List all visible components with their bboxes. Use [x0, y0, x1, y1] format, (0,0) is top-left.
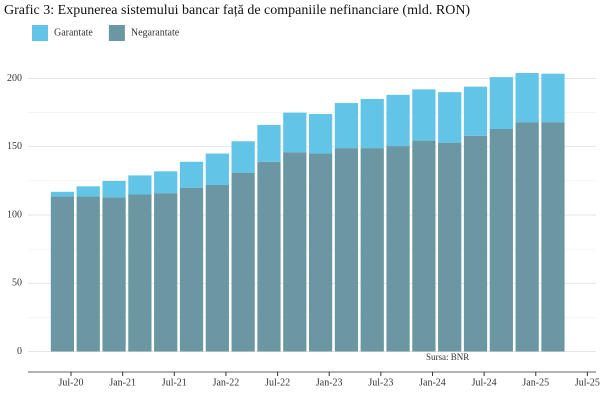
x-tick-label: Jan-23: [316, 377, 343, 388]
bar-segment: [515, 122, 539, 352]
bar-segment: [541, 73, 565, 123]
bar-segment: [308, 153, 333, 352]
bar-segment: [438, 92, 462, 143]
legend: Garantate Negarantate: [32, 25, 180, 41]
y-tick-label: 150: [7, 141, 22, 152]
bar-segment: [308, 113, 333, 154]
bar-segment: [489, 128, 513, 352]
bar-segment: [257, 161, 281, 352]
bar-segment: [386, 94, 410, 147]
bar-segment: [412, 140, 436, 352]
x-tick-label: Jul-21: [162, 377, 187, 388]
x-tick-label: Jul-22: [265, 377, 290, 388]
bar-segment: [128, 175, 152, 195]
bar-segment: [179, 161, 204, 188]
bar-segment: [283, 152, 307, 352]
x-tick-label: Jul-25: [575, 377, 600, 388]
x-tick-label: Jan-25: [522, 377, 549, 388]
bar-segment: [179, 187, 204, 352]
bar-segment: [205, 184, 229, 352]
bar-segment: [515, 73, 539, 123]
legend-label: Negarantate: [131, 27, 180, 38]
x-tick-label: Jul-20: [59, 377, 84, 388]
bar-segment: [102, 180, 126, 198]
bar-segment: [386, 146, 410, 352]
bar-segment: [76, 196, 100, 352]
bar-segment: [257, 124, 281, 162]
bar-segment: [154, 171, 178, 194]
bar-segment: [154, 193, 178, 352]
annotation: Sursa: BNR: [426, 352, 469, 362]
bar-segment: [50, 196, 75, 352]
x-tick-label: Jan-24: [419, 377, 446, 388]
bar-segment: [438, 142, 462, 352]
x-tick-label: Jul-23: [368, 377, 393, 388]
bar-segment: [360, 98, 384, 149]
bar-segment: [334, 148, 359, 352]
chart-title: Grafic 3: Expunerea sistemului bancar fa…: [4, 3, 470, 18]
bar-segment: [489, 77, 513, 129]
legend-swatch: [108, 25, 125, 41]
legend-label: Garantate: [54, 27, 93, 38]
bar-segment: [463, 135, 488, 352]
y-tick-label: 100: [7, 209, 22, 220]
bar-segment: [541, 122, 565, 352]
x-tick-label: Jul-24: [472, 377, 497, 388]
bar-segment: [50, 191, 75, 197]
bar-segment: [76, 186, 100, 197]
bar-segment: [231, 172, 255, 352]
y-tick-label: 200: [7, 73, 22, 84]
bar-segment: [360, 148, 384, 352]
y-tick-label: 0: [17, 346, 22, 357]
bar-segment: [283, 112, 307, 153]
x-tick-label: Jan-22: [213, 377, 240, 388]
bar-segment: [128, 194, 152, 352]
bar-segment: [102, 197, 126, 352]
bar-segment: [463, 86, 488, 136]
bar-segment: [412, 89, 436, 141]
bar-segment: [334, 103, 359, 149]
bar-segment: [231, 141, 255, 173]
x-tick-label: Jan-21: [109, 377, 136, 388]
bar-segment: [205, 153, 229, 185]
legend-swatch: [32, 25, 48, 41]
y-tick-label: 50: [12, 278, 22, 289]
